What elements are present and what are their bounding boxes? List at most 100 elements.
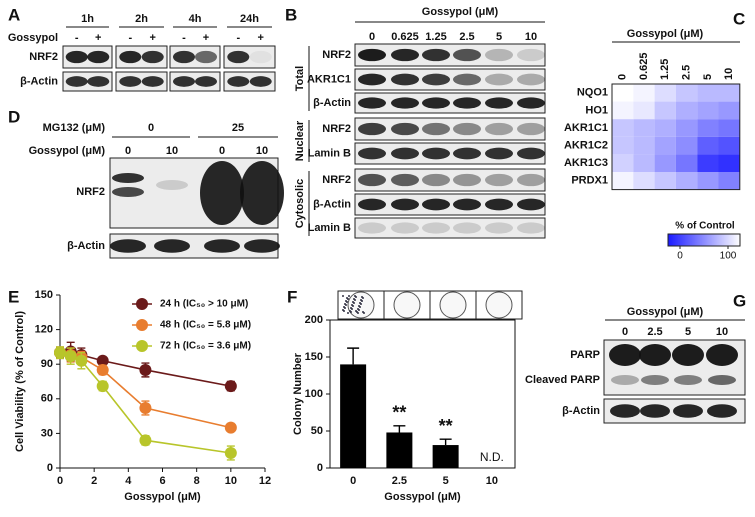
band <box>485 222 513 234</box>
heat-cell <box>675 84 698 102</box>
point <box>75 354 88 367</box>
band <box>422 173 450 187</box>
colony <box>350 307 352 309</box>
error-bar <box>393 425 406 433</box>
label: Lamin B <box>308 222 351 234</box>
x-tick-label: 10 <box>225 475 237 487</box>
colony <box>357 308 359 310</box>
band <box>391 122 419 136</box>
bar <box>386 432 413 468</box>
heat-cell <box>633 101 655 120</box>
point <box>224 421 237 434</box>
y-axis-label: Cell Viability (% of Control) <box>14 311 26 452</box>
band <box>358 147 386 160</box>
heat-cell <box>697 172 719 190</box>
band <box>453 147 481 160</box>
heat-cell <box>718 119 740 137</box>
row-label: AKR1C2 <box>564 140 608 152</box>
band <box>227 50 250 64</box>
label: Cleaved PARP <box>525 374 600 386</box>
heat-cell <box>612 172 634 190</box>
label: Gossypol (μM) <box>29 145 106 157</box>
annotation: ** <box>439 416 453 436</box>
blot <box>354 217 546 239</box>
band <box>358 97 386 109</box>
band <box>422 48 450 62</box>
x-tick-label: 2 <box>91 475 97 487</box>
band <box>517 173 545 187</box>
band <box>422 73 450 86</box>
y-tick-label: 0 <box>317 462 323 474</box>
colony <box>342 309 344 311</box>
legend-label: 24 h (IC₅₀ > 10 μM) <box>160 299 248 310</box>
label: Gossypol (μM) <box>627 306 704 318</box>
label: β-Actin <box>67 240 105 252</box>
panel-letter: F <box>287 287 297 306</box>
band <box>141 50 164 64</box>
label: PARP <box>570 349 600 361</box>
colony <box>358 305 360 307</box>
band <box>453 222 481 234</box>
bar <box>340 364 367 468</box>
band <box>485 73 513 86</box>
plate <box>485 291 513 319</box>
band <box>609 344 641 366</box>
column-label: 0.625 <box>638 52 650 80</box>
band <box>640 404 670 418</box>
colony <box>352 301 354 303</box>
colony <box>345 300 347 302</box>
heat-cell <box>697 84 719 102</box>
band <box>485 48 513 62</box>
band <box>195 76 217 87</box>
y-tick-label: 30 <box>41 427 53 439</box>
panel-letter: B <box>285 5 297 24</box>
point <box>139 402 152 415</box>
band <box>422 147 450 160</box>
band <box>391 173 419 187</box>
colony <box>344 303 346 305</box>
group-label: Total <box>294 66 306 91</box>
band <box>119 76 142 87</box>
point <box>54 346 66 359</box>
colony <box>362 311 364 313</box>
heat-cell <box>697 101 719 120</box>
label: 0 <box>125 145 131 157</box>
band <box>453 48 481 62</box>
x-tick-label: 5 <box>443 475 449 487</box>
colony <box>348 295 350 297</box>
heat-cell <box>633 154 655 172</box>
colorbar-tick-label: 0 <box>677 251 683 262</box>
panel-letter: C <box>733 9 745 28</box>
heat-cell <box>718 136 740 155</box>
colony <box>359 302 361 304</box>
x-axis-label: Gossypol (μM) <box>384 491 461 503</box>
column-label: 1.25 <box>659 59 671 80</box>
legend-marker <box>136 319 148 331</box>
plate <box>439 291 467 319</box>
band <box>485 122 513 136</box>
band <box>611 375 639 385</box>
y-tick-label: 150 <box>35 289 53 301</box>
band <box>517 147 545 160</box>
heat-cell <box>718 84 740 102</box>
colony <box>354 295 356 297</box>
label: - <box>75 32 79 44</box>
point <box>139 363 152 376</box>
band <box>391 73 419 86</box>
band <box>422 122 450 136</box>
y-tick-label: 50 <box>311 425 323 437</box>
band <box>156 180 188 190</box>
band <box>639 344 671 366</box>
band <box>249 50 272 64</box>
label: - <box>128 32 132 44</box>
row-label: PRDX1 <box>571 175 608 187</box>
label: Gossypol (μM) <box>627 28 704 40</box>
colorbar <box>667 233 741 247</box>
legend-marker <box>136 340 148 352</box>
heat-cell <box>675 136 698 155</box>
band <box>391 97 419 109</box>
band <box>358 48 386 62</box>
band <box>119 50 142 64</box>
panel-letter: A <box>8 5 20 24</box>
x-tick-label: 6 <box>159 475 165 487</box>
